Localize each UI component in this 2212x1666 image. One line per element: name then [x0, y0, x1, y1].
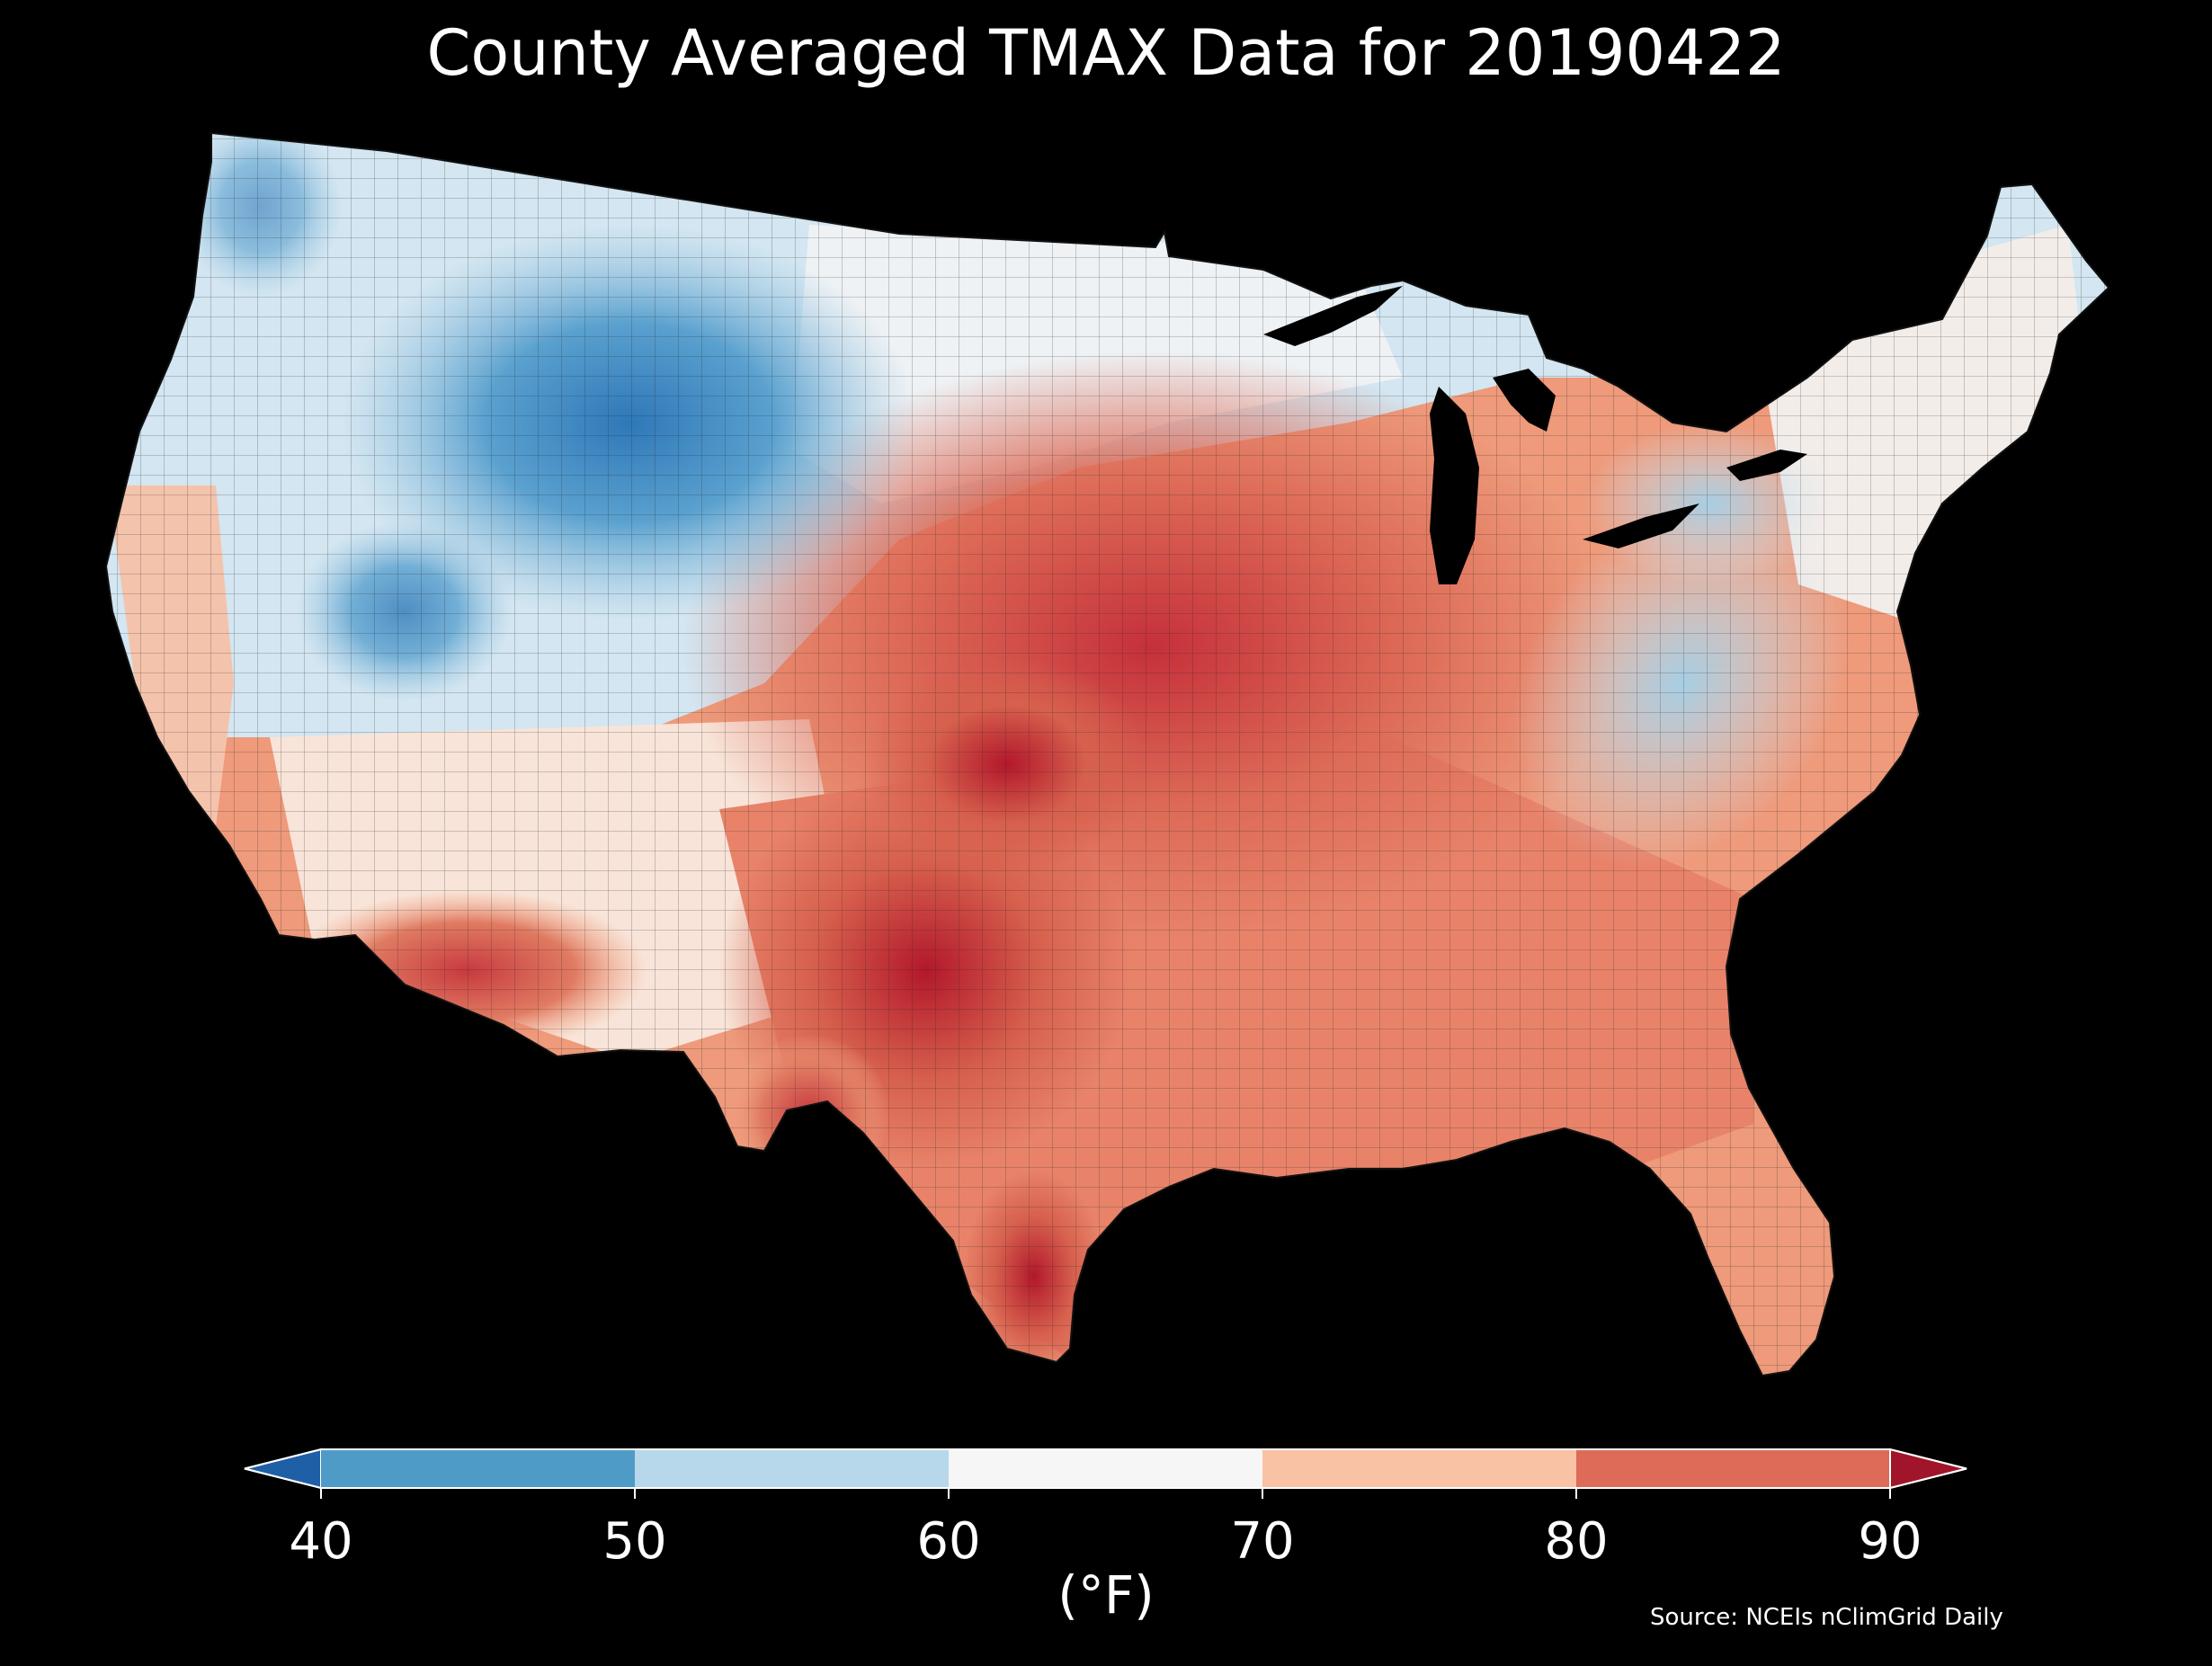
colorbar-bin-80-90 — [1576, 1449, 1890, 1488]
colorbar-tick-label: 70 — [1230, 1512, 1294, 1571]
colorbar-bin-50-60 — [635, 1449, 949, 1488]
colorbar-tick-label: 50 — [602, 1512, 666, 1571]
us-county-temperature-map — [104, 131, 2110, 1377]
source-credit: Source: NCEIs nClimGrid Daily — [1650, 1604, 2003, 1631]
colorbar-tick-label: 60 — [916, 1512, 980, 1571]
colorbar-bin-70-80 — [1262, 1449, 1576, 1488]
colorbar-tick-label: 40 — [289, 1512, 352, 1571]
map-title: County Averaged TMAX Data for 20190422 — [426, 16, 1786, 90]
colorbar-over-arrow — [1889, 1448, 1967, 1490]
colorbar-bin-40-50 — [321, 1449, 635, 1488]
colorbar-tick-label: 90 — [1858, 1512, 1922, 1571]
great-lakes — [1263, 286, 1807, 584]
colorbar-under-arrow — [244, 1448, 322, 1490]
us-outline — [104, 131, 2110, 1377]
colorbar-unit-label: (°F) — [1057, 1564, 1155, 1626]
colorbar-bin-60-70 — [949, 1449, 1262, 1488]
colorbar-tick-label: 80 — [1544, 1512, 1608, 1571]
